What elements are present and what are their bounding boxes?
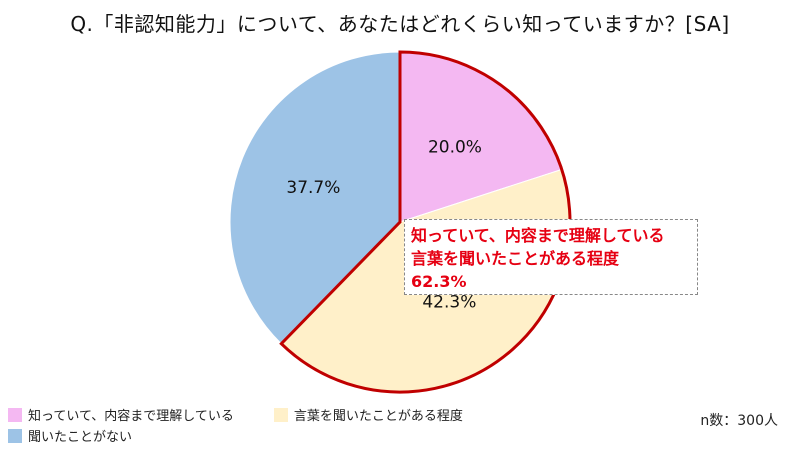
highlight-callout: 知っていて、内容まで理解している 言葉を聞いたことがある程度 62.3% — [404, 219, 698, 295]
pie-slice-2 — [229, 51, 401, 345]
sample-size-note: n数：300人 — [700, 413, 778, 429]
slice-value-label-0: 20.0% — [428, 137, 482, 157]
legend-row-1: 知っていて、内容まで理解している 言葉を聞いたことがある程度 — [8, 404, 503, 425]
legend-item-heard: 言葉を聞いたことがある程度 — [273, 405, 463, 424]
legend-label-heard: 言葉を聞いたことがある程度 — [293, 409, 463, 424]
legend: 知っていて、内容まで理解している 言葉を聞いたことがある程度 聞いたことがない — [8, 404, 503, 446]
legend-swatch-heard — [273, 407, 288, 422]
legend-item-never: 聞いたことがない — [8, 426, 132, 445]
slice-value-label-2: 37.7% — [286, 178, 340, 198]
chart-title: Q.「非認知能力」について、あなたはどれくらい知っていますか？[SA] — [70, 12, 730, 36]
callout-line-2: 言葉を聞いたことがある程度 — [411, 249, 620, 268]
legend-label-known: 知っていて、内容まで理解している — [28, 409, 234, 424]
callout-line-1: 知っていて、内容まで理解している — [411, 226, 665, 245]
legend-item-known: 知っていて、内容まで理解している — [8, 405, 234, 424]
callout-value: 62.3% — [411, 272, 467, 291]
legend-swatch-never — [8, 428, 22, 443]
slice-value-label-1: 42.3% — [422, 292, 476, 312]
legend-row-2: 聞いたことがない — [8, 425, 503, 446]
legend-label-never: 聞いたことがない — [28, 430, 133, 445]
legend-swatch-known — [8, 407, 22, 422]
